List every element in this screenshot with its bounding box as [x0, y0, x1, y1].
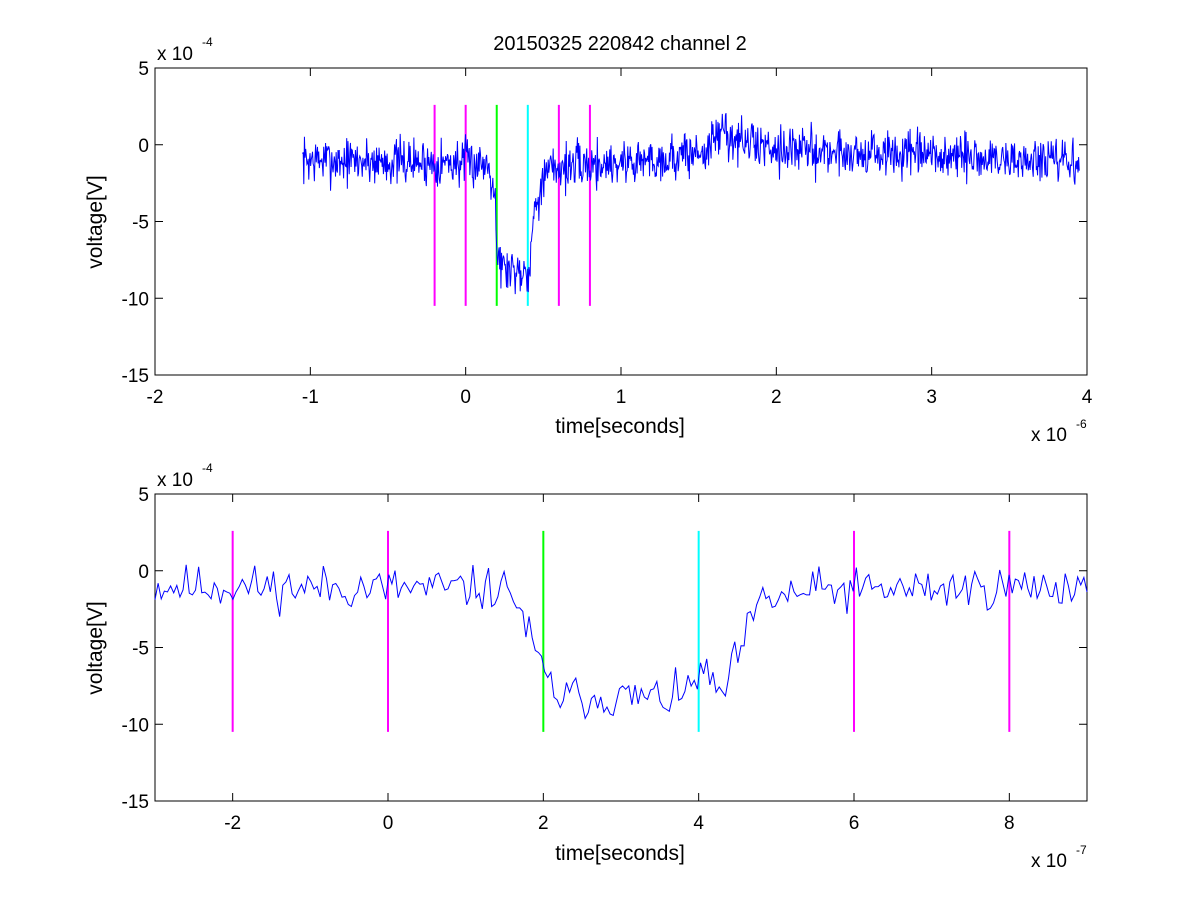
bottom-x-tick-label: -2 — [224, 813, 241, 834]
top-series — [302, 112, 1080, 295]
bottom-y-multiplier-exp: -4 — [202, 461, 213, 475]
top-y-tick-label: -15 — [122, 366, 149, 387]
top-y-multiplier-base: x 10 — [157, 44, 193, 65]
top-subplot: -2 -1 0 1 2 3 4-15-10-505 time[seconds] voltag… — [84, 35, 1093, 446]
bottom-y-multiplier: x 10 -4 — [157, 461, 213, 491]
top-x-tick-label: 1 — [616, 387, 627, 408]
top-x-multiplier: x 10 -6 — [1031, 417, 1087, 446]
bottom-subplot: -2 0 2 4 6 8 -15 -10 -5 0 5 time[seconds] voltage[… — [84, 461, 1088, 872]
bottom-x-multiplier: x 10 -7 — [1031, 843, 1087, 872]
bottom-series — [154, 564, 1088, 720]
top-x-tick-label: -2 — [147, 387, 164, 408]
top-x-multiplier-base: x 10 — [1031, 425, 1067, 446]
bottom-y-multiplier-base: x 10 — [157, 470, 193, 491]
top-x-tick-label: 3 — [926, 387, 937, 408]
top-x-tick-label: 0 — [460, 387, 471, 408]
bottom-y-tick-label: -15 — [122, 792, 149, 813]
bottom-y-tick-label: -10 — [122, 715, 149, 736]
top-y-multiplier: x 10 -4 — [157, 35, 213, 65]
bottom-plot-frame — [154, 493, 1088, 802]
top-x-axis-label: time[seconds] — [555, 415, 685, 438]
bottom-x-tick-label: 6 — [849, 813, 860, 834]
top-ticks: -2 -1 0 1 2 3 4-15-10-505 — [122, 59, 1093, 408]
chart-title: 20150325 220842 channel 2 — [493, 33, 747, 55]
bottom-x-axis-label: time[seconds] — [555, 842, 685, 865]
bottom-x-multiplier-exp: -7 — [1076, 843, 1087, 857]
top-x-tick-label: 2 — [771, 387, 782, 408]
bottom-voltage-trace — [154, 564, 1088, 720]
bottom-marker-lines — [231, 530, 1011, 732]
bottom-y-tick-label: -5 — [132, 639, 149, 660]
bottom-ticks: -2 0 2 4 6 8 -15 -10 -5 0 5 — [122, 485, 1087, 834]
top-x-tick-label: 4 — [1082, 387, 1093, 408]
top-y-axis-label: voltage[V] — [84, 175, 107, 268]
bottom-y-axis-label: voltage[V] — [84, 601, 107, 694]
top-y-tick-label: 5 — [138, 59, 149, 80]
top-y-multiplier-exp: -4 — [202, 35, 213, 49]
bottom-x-multiplier-base: x 10 — [1031, 851, 1067, 872]
bottom-x-tick-label: 2 — [538, 813, 549, 834]
bottom-y-tick-label: 5 — [138, 485, 149, 506]
bottom-x-tick-label: 4 — [693, 813, 704, 834]
top-x-tick-label: -1 — [302, 387, 319, 408]
top-x-multiplier-exp: -6 — [1076, 417, 1087, 431]
top-voltage-trace — [302, 112, 1080, 295]
top-y-tick-label: -5 — [132, 213, 149, 234]
bottom-x-tick-label: 8 — [1004, 813, 1015, 834]
top-y-tick-label: -10 — [122, 289, 149, 310]
top-y-tick-label: 0 — [138, 136, 149, 157]
bottom-x-tick-label: 0 — [383, 813, 394, 834]
bottom-y-tick-label: 0 — [138, 562, 149, 583]
top-plot-frame — [154, 67, 1088, 376]
